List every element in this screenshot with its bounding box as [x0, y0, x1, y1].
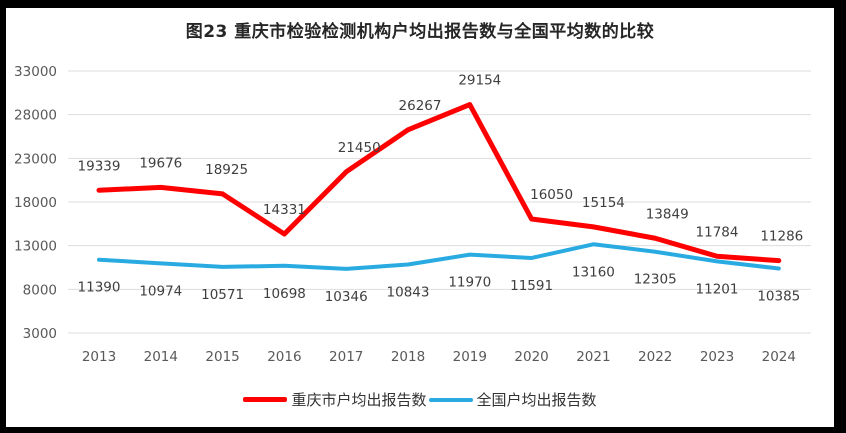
chart-title: 图23 重庆市检验检测机构户均出报告数与全国平均数的比较: [185, 22, 655, 42]
series-line: [97, 242, 781, 271]
x-tick-label: 2014: [144, 349, 178, 365]
data-label: 26267: [399, 98, 442, 114]
y-tick-label: 28000: [14, 108, 57, 124]
x-tick-label: 2020: [514, 349, 548, 365]
legend-label-national: 全国户均出报告数: [476, 391, 597, 409]
data-label: 10346: [325, 289, 368, 305]
legend: 重庆市户均出报告数 全国户均出报告数: [6, 389, 834, 410]
data-label: 11286: [760, 229, 803, 245]
y-tick-label: 13000: [14, 239, 57, 255]
data-label: 13849: [646, 206, 689, 222]
x-tick-label: 2019: [453, 349, 487, 365]
x-tick-label: 2023: [700, 349, 734, 365]
data-label: 10571: [201, 287, 244, 303]
x-tick-label: 2017: [329, 349, 363, 365]
data-label: 11970: [448, 275, 491, 291]
data-label: 11784: [696, 224, 739, 240]
y-tick-label: 18000: [14, 195, 57, 211]
red-line-swatch: [243, 397, 288, 402]
x-tick-label: 2016: [267, 349, 301, 365]
data-label: 11390: [78, 280, 121, 296]
x-tick-label: 2022: [638, 349, 672, 365]
chart-area: 图23 重庆市检验检测机构户均出报告数与全国平均数的比较 33000 28000 2…: [6, 8, 834, 427]
x-tick-label: 2015: [205, 349, 239, 365]
blue-line-swatch: [428, 397, 473, 402]
data-label: 11201: [696, 281, 739, 297]
series-line: [96, 102, 782, 264]
chart-svg: 33000 28000 23000 18000 13000 8000 3000 2013 201…: [14, 64, 811, 365]
data-label: 13160: [572, 264, 615, 280]
x-tick-label: 2021: [576, 349, 610, 365]
data-label: 11591: [510, 278, 553, 294]
y-tick-label: 3000: [23, 326, 57, 342]
y-tick-label: 33000: [14, 64, 57, 80]
y-tick-label: 8000: [23, 282, 57, 298]
data-label: 10974: [139, 283, 182, 299]
data-label: 18925: [205, 162, 248, 178]
x-tick-label: 2024: [762, 349, 796, 365]
legend-item-national: 全国户均出报告数: [428, 389, 597, 410]
data-label: 10698: [263, 286, 306, 302]
data-label: 12305: [634, 272, 677, 288]
data-label: 19339: [78, 158, 121, 174]
data-label: 19676: [139, 155, 182, 171]
x-tick-label: 2018: [391, 349, 425, 365]
data-label: 15154: [582, 195, 625, 211]
x-tick-label: 2013: [82, 349, 116, 365]
legend-item-chongqing: 重庆市户均出报告数: [243, 389, 427, 410]
data-label: 29154: [458, 73, 501, 89]
data-label: 16050: [530, 187, 573, 203]
data-label: 10843: [387, 285, 430, 301]
y-tick-label: 23000: [14, 151, 57, 167]
data-label: 14331: [263, 202, 306, 218]
data-label: 21450: [338, 140, 381, 156]
legend-label-chongqing: 重庆市户均出报告数: [291, 391, 427, 409]
data-label: 10385: [757, 289, 800, 305]
